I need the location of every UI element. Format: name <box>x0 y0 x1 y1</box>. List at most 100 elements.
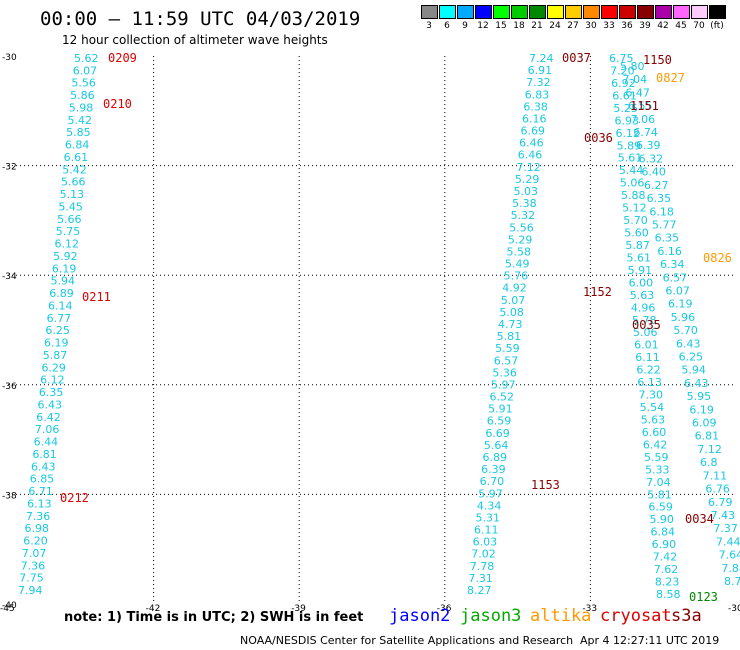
track-d-value: 6.43 <box>676 337 701 350</box>
track-d-value: 7.06 <box>631 113 656 126</box>
track-c-value: 5.61 <box>618 152 643 165</box>
lat-label: -32 <box>2 163 17 173</box>
track-a-value: 5.94 <box>51 275 75 288</box>
track-a-value: 6.20 <box>23 535 48 548</box>
track-c-value: 5.06 <box>633 326 658 339</box>
pass-time-label: 0036 <box>584 131 613 145</box>
colorbar-swatch <box>655 5 672 19</box>
track-b-value: 7.02 <box>471 548 496 561</box>
credit-line: NOAA/NESDIS Center for Satellite Applica… <box>240 634 574 647</box>
footer-note: note: 1) Time is in UTC; 2) SWH is in fe… <box>64 610 364 625</box>
pass-time-label: 1150 <box>643 53 672 67</box>
track-c-value: 5.44 <box>619 164 644 177</box>
track-d-value: 6.19 <box>689 403 714 416</box>
track-d-value: 6.79 <box>708 496 733 509</box>
track-a-value: 7.07 <box>22 547 46 560</box>
pass-time-label: 0212 <box>60 491 89 505</box>
track-b-value: 5.97 <box>478 487 503 500</box>
track-a-value: 6.25 <box>45 324 70 337</box>
track-c-value: 6.92 <box>611 77 636 90</box>
pass-time-label: 0827 <box>656 71 685 85</box>
track-b-value: 5.38 <box>512 197 537 210</box>
lon-label: -36 <box>437 604 452 614</box>
track-b-value: 6.16 <box>522 112 547 125</box>
track-c-value: 5.06 <box>620 177 645 190</box>
track-b-value: 7.24 <box>529 52 554 65</box>
track-a-value: 6.14 <box>48 299 73 312</box>
track-d-value: 6.27 <box>644 179 669 192</box>
track-a-value: 5.85 <box>66 126 91 139</box>
track-b-value: 7.78 <box>470 560 495 573</box>
colorbar-swatch <box>583 5 600 19</box>
track-b-value: 6.70 <box>480 475 505 488</box>
lon-label: -39 <box>291 604 306 614</box>
track-a-value: 5.86 <box>70 89 95 102</box>
pass-time-label: 0123 <box>689 590 718 604</box>
satellite-name: cryosat <box>600 606 672 626</box>
track-b-value: 4.34 <box>477 499 502 512</box>
pass-time-label: 1151 <box>630 99 659 113</box>
track-d-value: 6.8 <box>700 456 718 469</box>
track-c-value: 5.59 <box>644 451 669 464</box>
track-a-value: 7.06 <box>35 423 60 436</box>
track-b-value: 6.11 <box>474 524 499 537</box>
track-d-value: 6.09 <box>692 417 717 430</box>
track-b-value: 5.29 <box>508 233 533 246</box>
lon-label: -45 <box>0 604 15 614</box>
pass-time-label: 0035 <box>632 318 661 332</box>
track-c-value: 8.23 <box>655 576 680 589</box>
track-b-value: 6.38 <box>523 100 548 113</box>
track-d-value: 8.79 <box>724 575 740 588</box>
track-b-value: 5.07 <box>501 294 526 307</box>
track-c-value: 6.01 <box>634 339 659 352</box>
track-d-value: 6.81 <box>695 430 720 443</box>
track-b-value: 5.64 <box>484 439 509 452</box>
colorbar-swatch <box>547 5 564 19</box>
track-c-value: 6.13 <box>637 376 662 389</box>
page-subtitle: 12 hour collection of altimeter wave hei… <box>62 33 328 47</box>
track-b-value: 5.03 <box>514 185 539 198</box>
track-c-value: 6.59 <box>648 501 673 514</box>
colorbar-swatch <box>619 5 636 19</box>
track-a-value: 6.19 <box>44 337 68 350</box>
track-d-value: 7.44 <box>716 535 740 548</box>
colorbar-swatch <box>439 5 456 19</box>
track-d-value: 7.37 <box>713 522 738 535</box>
track-a-value: 6.12 <box>54 238 79 251</box>
track-a-value: 7.75 <box>19 572 44 585</box>
track-c-value: 5.70 <box>623 214 648 227</box>
track-a-value: 6.19 <box>52 262 77 275</box>
track-d-value: 6.40 <box>641 166 666 179</box>
lat-label: -34 <box>2 272 17 282</box>
track-d-value: 5.80 <box>620 60 645 73</box>
track-b-value: 5.81 <box>497 330 522 343</box>
track-a-value: 6.71 <box>28 485 52 498</box>
pass-time-label: 0209 <box>108 51 137 65</box>
track-c-value: 7.30 <box>639 389 664 402</box>
pass-time-label: 0210 <box>103 97 132 111</box>
colorbar-tick-label: 6 <box>444 21 450 31</box>
track-d-value: 6.16 <box>657 245 682 258</box>
track-a-value: 5.13 <box>60 188 85 201</box>
track-a-value: 5.56 <box>71 77 96 90</box>
track-c-value: 6.75 <box>609 52 634 65</box>
track-a-value: 6.13 <box>27 497 52 510</box>
colorbar-swatch <box>529 5 546 19</box>
satellite-name: jason2 <box>389 606 451 626</box>
colorbar-swatch <box>457 5 474 19</box>
colorbar-tick-label: 15 <box>495 21 507 31</box>
colorbar-swatch <box>709 5 726 19</box>
track-d-value: 7.04 <box>623 73 648 86</box>
track-b-value: 5.91 <box>488 403 513 416</box>
track-a-value: 6.43 <box>38 398 63 411</box>
track-b-value: 8.27 <box>467 584 492 597</box>
track-d-value: 5.96 <box>671 311 696 324</box>
track-b-value: 5.59 <box>495 342 520 355</box>
track-a-value: 5.87 <box>43 349 68 362</box>
pass-time-label: 0211 <box>82 290 111 304</box>
track-c-value: 5.12 <box>622 202 647 215</box>
track-b-value: 4.92 <box>502 282 527 295</box>
track-b-value: 6.46 <box>519 137 544 150</box>
colorbar-swatch <box>475 5 492 19</box>
track-a-value: 6.77 <box>47 312 72 325</box>
